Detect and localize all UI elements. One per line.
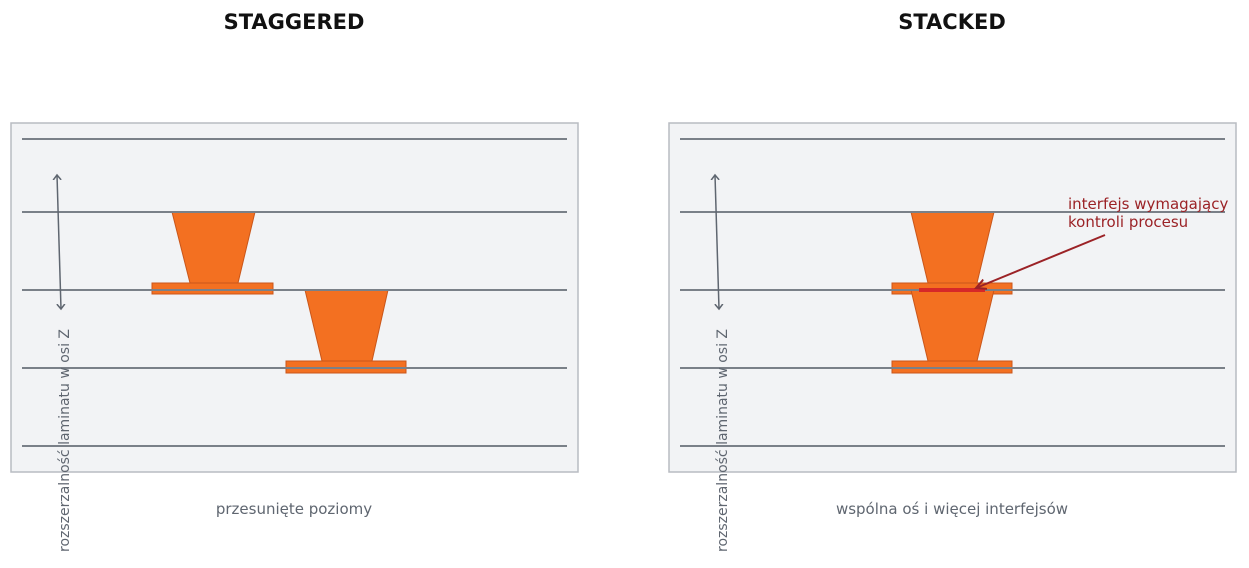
caption: przesunięte poziomy bbox=[216, 500, 372, 518]
panel-box bbox=[10, 122, 579, 473]
axis-label: rozszerzalność laminatu w osi Z bbox=[57, 329, 73, 552]
axis-label: rozszerzalność laminatu w osi Z bbox=[715, 329, 731, 552]
panel-staggered: STAGGERED rozszerzalność laminatu w osi … bbox=[10, 10, 579, 552]
annotation: kontroli procesu bbox=[1068, 213, 1188, 231]
levels bbox=[22, 138, 567, 447]
annotation: interfejs wymagający bbox=[1068, 195, 1228, 213]
caption: wspólna oś i więcej interfejsów bbox=[836, 500, 1068, 518]
panel-title: STAGGERED bbox=[224, 10, 365, 34]
pad bbox=[151, 282, 274, 295]
z-arrow bbox=[715, 175, 719, 309]
annotation-arrow bbox=[976, 234, 1106, 288]
z-arrow bbox=[57, 175, 61, 309]
panel-title: STACKED bbox=[898, 10, 1006, 34]
levels bbox=[680, 138, 1225, 447]
panel-stacked: STACKED rozszerzalność laminatu w osi Z … bbox=[668, 10, 1237, 552]
